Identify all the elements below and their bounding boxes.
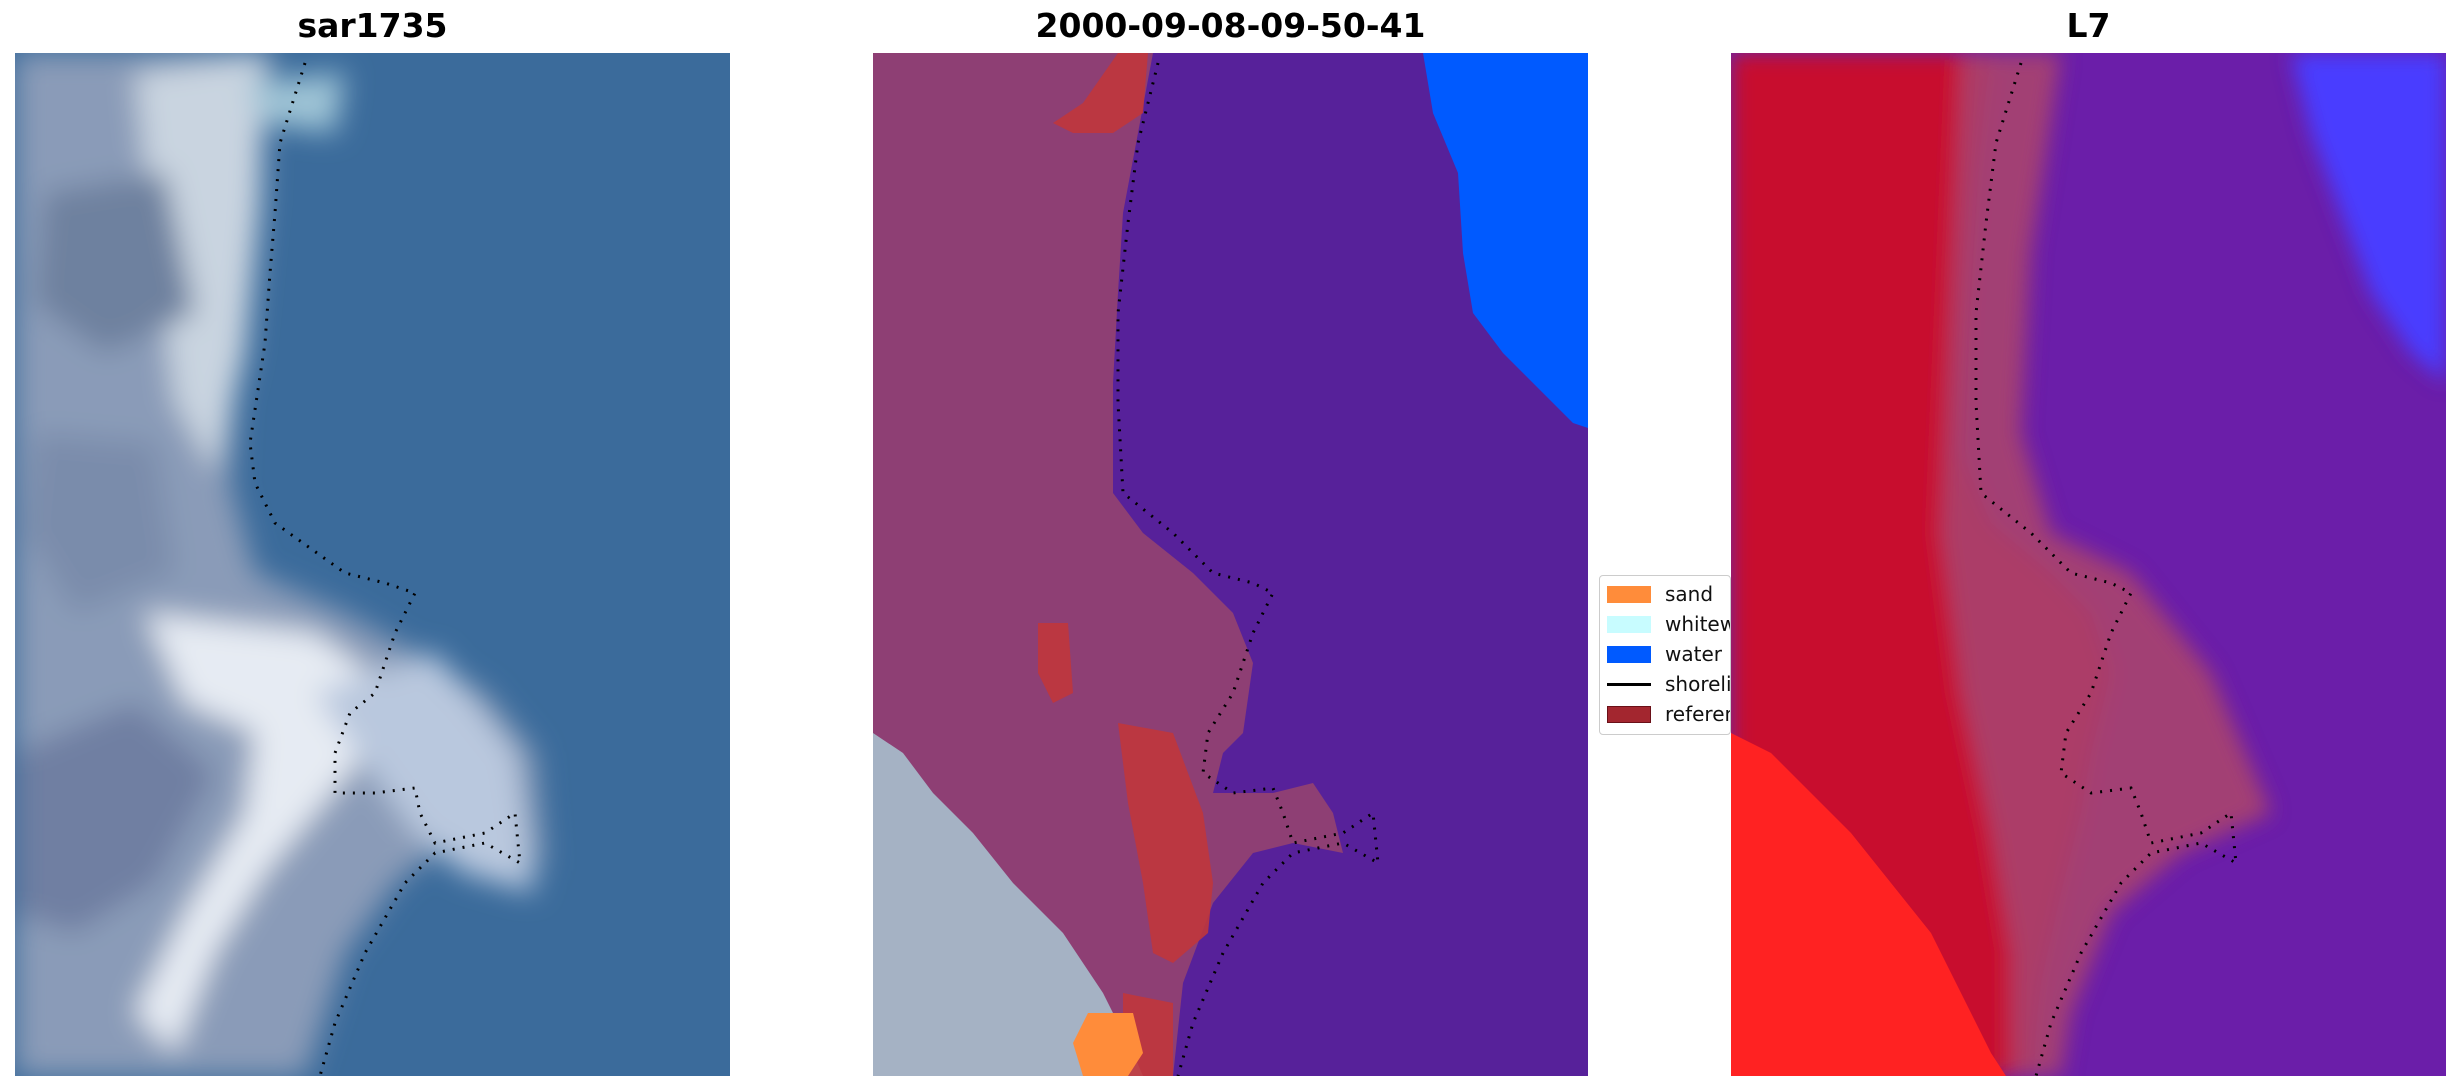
sand-class xyxy=(1073,1013,1143,1076)
panel-title-classified: 2000-09-08-09-50-41 xyxy=(1035,6,1426,45)
land-class xyxy=(873,53,1343,1076)
reference-shoreline-class xyxy=(1038,53,1213,1076)
panel-title-mndwi: L7 xyxy=(2066,6,2111,45)
rgb-image-panel xyxy=(15,53,730,1076)
legend-item-water: water xyxy=(1607,642,1722,666)
legend-swatch-water xyxy=(1607,645,1651,663)
classified-image-panel xyxy=(873,53,1588,1076)
legend-swatch-whitewater xyxy=(1607,615,1651,633)
whitewater-class xyxy=(873,733,1143,1076)
bright-red-region xyxy=(1731,733,2006,1076)
legend-item-shoreline: shoreline xyxy=(1607,672,1731,696)
legend-label-shoreline: shoreline xyxy=(1665,672,1731,696)
legend-swatch-reference xyxy=(1607,705,1651,723)
shoreline xyxy=(248,62,522,1076)
legend-item-sand: sand xyxy=(1607,582,1713,606)
classified-image xyxy=(873,53,1588,1076)
shoreline xyxy=(1974,62,2238,1076)
legend-label-reference: reference shoreline xyxy=(1665,702,1730,726)
rgb-image xyxy=(15,53,730,1076)
mndwi-image-panel xyxy=(1731,53,2446,1076)
water-class xyxy=(1423,53,1588,428)
legend-swatch-shoreline xyxy=(1607,682,1651,686)
legend-swatch-sand xyxy=(1607,585,1651,603)
mndwi-image xyxy=(1731,53,2446,1076)
legend-label-sand: sand xyxy=(1665,582,1714,606)
legend-item-reference-shoreline: reference shoreline xyxy=(1607,702,1730,726)
panel-title-rgb: sar1735 xyxy=(297,6,448,45)
legend-label-water: water xyxy=(1665,642,1722,666)
